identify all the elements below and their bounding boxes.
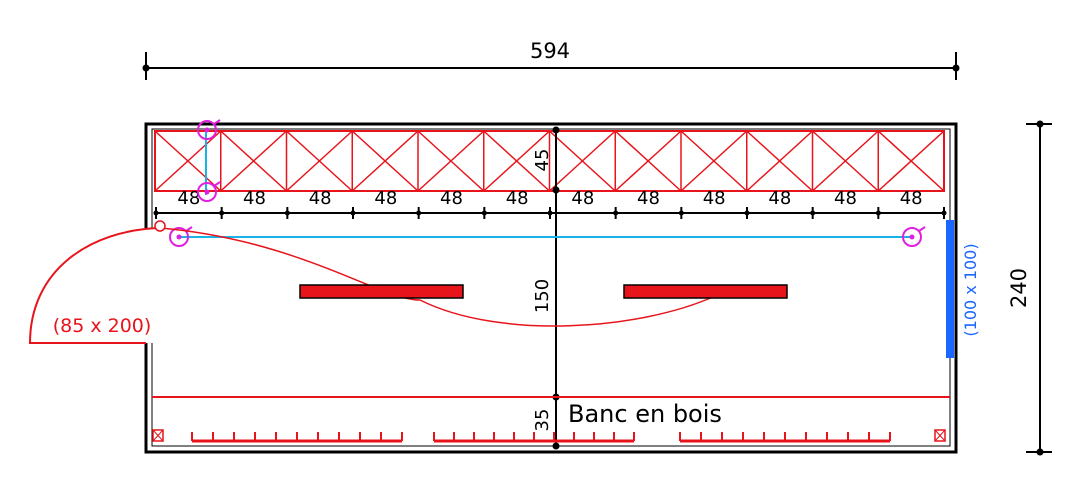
depth-dimension: 240 — [1007, 120, 1052, 456]
rack-depth-label: 45 — [532, 149, 553, 172]
rack-bay — [417, 130, 485, 192]
window: (100 x 100) — [946, 220, 980, 358]
width-dimension-label: 594 — [530, 39, 570, 63]
bench-slat-run — [679, 432, 891, 443]
fixture-icon — [197, 181, 221, 202]
bay-label: 48 — [703, 188, 726, 209]
rack-bay — [680, 130, 748, 192]
bay-label: 48 — [900, 188, 923, 209]
middle-depth-label: 150 — [532, 279, 553, 313]
bay-label: 48 — [571, 188, 594, 209]
rack-bay — [220, 130, 288, 192]
bench-right — [623, 284, 788, 299]
center-benches — [299, 284, 788, 299]
wooden-bench: Banc en bois — [152, 396, 950, 443]
fixture-icon — [902, 226, 926, 247]
bench-slat-run — [433, 432, 635, 443]
rack-bay — [614, 130, 682, 192]
pipe-line — [180, 130, 912, 238]
rack-bay — [548, 130, 616, 192]
rack-bay — [811, 130, 879, 192]
bay-label: 48 — [440, 188, 463, 209]
bench-end-marker — [934, 429, 946, 442]
room-walls — [141, 122, 958, 454]
door: (85 x 200) — [28, 220, 716, 344]
bench-label: Banc en bois — [568, 400, 722, 428]
bay-label: 48 — [177, 188, 200, 209]
bay-label: 48 — [768, 188, 791, 209]
door-label: (85 x 200) — [53, 315, 152, 337]
bay-label: 48 — [374, 188, 397, 209]
rack-bay-dimensions: 48 48 48 48 48 48 48 48 48 48 48 48 — [153, 188, 947, 219]
rack-bay — [351, 130, 419, 192]
bay-label: 48 — [243, 188, 266, 209]
width-dimension: 594 — [142, 39, 960, 80]
rack-bay — [483, 130, 551, 192]
rack-bay — [877, 130, 945, 192]
center-dimension: 45 150 35 — [532, 126, 560, 450]
bay-label: 48 — [309, 188, 332, 209]
rack-bay — [285, 130, 353, 192]
bench-slat-run — [191, 432, 403, 443]
rack-shelving — [154, 130, 945, 192]
bay-label: 48 — [506, 188, 529, 209]
window-label: (100 x 100) — [961, 243, 980, 336]
bench-left — [299, 284, 464, 299]
rack-bay — [154, 130, 222, 192]
bay-label: 48 — [834, 188, 857, 209]
bench-depth-label: 35 — [532, 409, 553, 432]
rack-bay — [746, 130, 814, 192]
fixture-icon — [197, 119, 221, 140]
bay-label: 48 — [637, 188, 660, 209]
bench-end-marker — [152, 429, 164, 442]
depth-dimension-label: 240 — [1007, 268, 1031, 308]
